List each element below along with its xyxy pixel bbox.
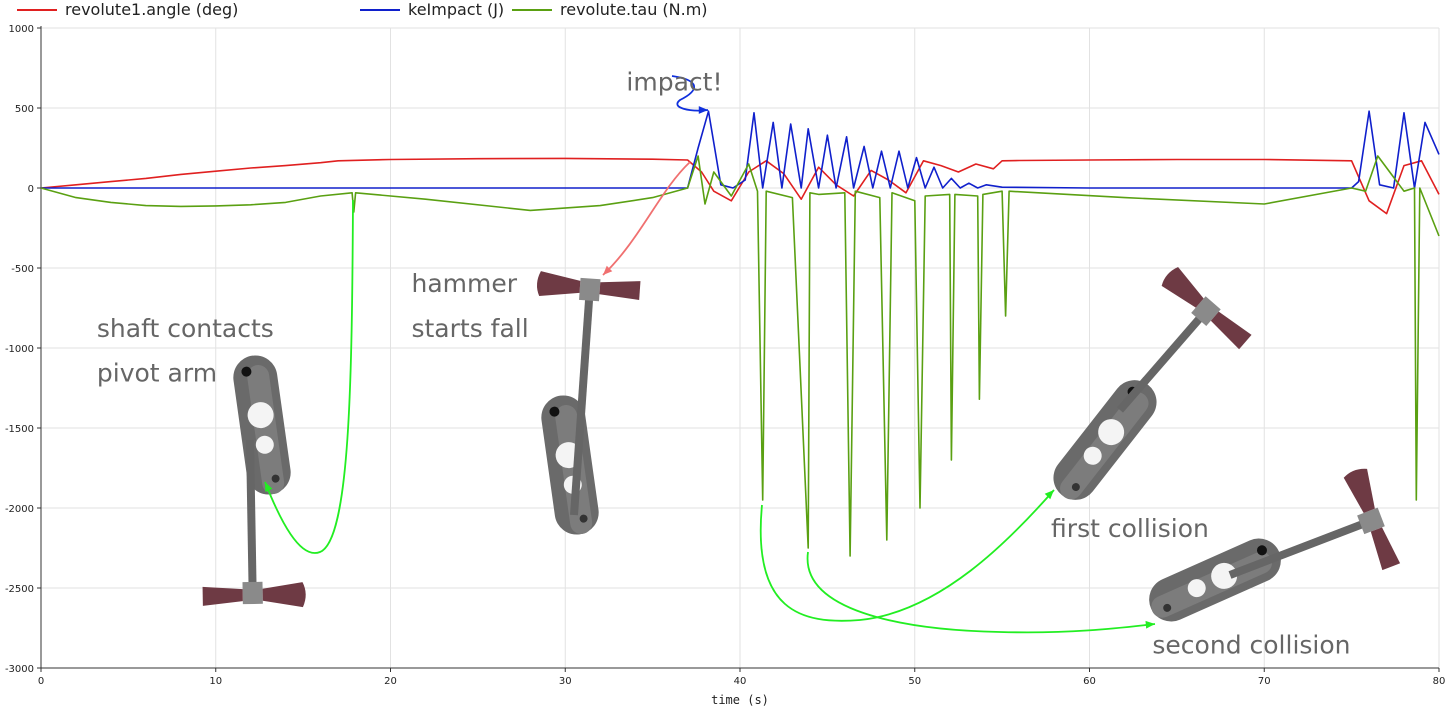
y-tick-label: -2000 xyxy=(5,504,34,515)
illustration-hammer-second xyxy=(1228,468,1401,579)
hammer-shaft-shape xyxy=(246,439,257,593)
pivot-hole-shape xyxy=(247,402,274,429)
series-line-0 xyxy=(40,157,1440,215)
arrow-first-collision-head xyxy=(1044,490,1054,500)
illustration-first-collision xyxy=(1053,380,1157,500)
illustrations xyxy=(202,267,1401,622)
hammer-collar-shape xyxy=(242,581,263,605)
hammer-shaft-shape xyxy=(570,290,594,516)
arrow-hammer-falls xyxy=(602,161,691,276)
illustration-hammer-up xyxy=(537,271,641,516)
arrow-impact-head xyxy=(698,106,708,114)
hammer-head-shape xyxy=(1161,267,1204,308)
illustration-hammer-starts xyxy=(541,395,599,535)
pin-shape xyxy=(549,406,560,417)
hammer-collar-shape xyxy=(1191,296,1221,326)
x-axis-label: time (s) xyxy=(711,693,769,707)
pivot-hole-shape xyxy=(255,435,274,454)
annotation-text-4: pivot arm xyxy=(97,359,217,388)
y-tick-label: 500 xyxy=(15,104,34,115)
annotation-text-2: starts fall xyxy=(411,314,528,343)
illustration-shaft-contacts xyxy=(233,355,291,495)
y-tick-label: -1000 xyxy=(5,344,34,355)
x-tick-label: 0 xyxy=(38,676,44,687)
legend-label-0: revolute1.angle (deg) xyxy=(65,0,238,19)
hammer-head-shape xyxy=(202,586,243,606)
illustration-hammer-first xyxy=(1116,267,1252,413)
illustration-second-collision xyxy=(1149,538,1281,622)
annotation-text-6: second collision xyxy=(1152,631,1350,660)
pivot-hole-shape xyxy=(1098,419,1125,446)
hammer-head-shape xyxy=(537,271,581,297)
hammer-head-shape xyxy=(1210,311,1252,350)
arrow-impact xyxy=(671,75,709,112)
arrow-second-collision xyxy=(806,551,1156,634)
annotation-text-0: impact! xyxy=(626,67,722,96)
pin-shape xyxy=(579,514,588,523)
hammer-head-shape xyxy=(262,582,306,608)
x-tick-label: 50 xyxy=(908,676,921,687)
x-tick-label: 80 xyxy=(1433,676,1446,687)
pin-shape xyxy=(241,366,252,377)
hammer-shaft-shape xyxy=(1228,517,1372,579)
pin-shape xyxy=(271,474,280,483)
illustration-hammer-down xyxy=(202,439,306,608)
pivot-hole-shape xyxy=(1187,579,1206,598)
y-tick-label: -3000 xyxy=(5,664,34,675)
pivot-arm-shape xyxy=(1060,392,1149,500)
axes xyxy=(37,26,1440,672)
hammer-collar-shape xyxy=(579,277,601,302)
pivot-arm-shape xyxy=(247,365,285,495)
annotation-arrows xyxy=(264,75,1156,634)
arrow-shaft-contacts-head xyxy=(265,482,273,492)
arrow-first-collision xyxy=(759,489,1055,622)
hammer-head-shape xyxy=(1343,468,1375,513)
x-tick-label: 40 xyxy=(734,676,747,687)
annotation-text-1: hammer xyxy=(411,269,517,298)
y-tick-label: -500 xyxy=(11,264,34,275)
arrow-shaft-contacts xyxy=(264,199,354,554)
series-line-2 xyxy=(40,155,1440,557)
x-tick-label: 30 xyxy=(559,676,572,687)
y-tick-label: -2500 xyxy=(5,584,34,595)
legend: revolute1.angle (deg) keImpact (J) revolut… xyxy=(17,0,708,19)
y-tick-label: -1500 xyxy=(5,424,34,435)
series-lines xyxy=(40,110,1440,557)
arrow-hammer-falls-head xyxy=(603,265,613,275)
tick-labels: 0 10 20 30 40 50 60 70 80 1000 500 0 -500 -1000 -1500 -… xyxy=(5,24,1445,687)
hammer-shaft-shape xyxy=(1116,309,1209,413)
pin-shape xyxy=(1071,483,1080,492)
annotation-text-3: shaft contacts xyxy=(97,314,274,343)
hammer-head-shape xyxy=(599,281,641,301)
annotations: impact! hammer starts fall shaft contacts pi… xyxy=(97,67,1351,659)
y-tick-label: 1000 xyxy=(9,24,34,35)
arrow-second-collision-head xyxy=(1145,620,1155,629)
x-tick-label: 10 xyxy=(209,676,222,687)
pivot-hole-shape xyxy=(1083,446,1102,465)
legend-label-2: revolute.tau (N.m) xyxy=(560,0,708,19)
pin-shape xyxy=(1256,545,1267,556)
pin-shape xyxy=(1163,603,1172,612)
annotation-text-5: first collision xyxy=(1051,514,1209,543)
legend-label-1: keImpact (J) xyxy=(408,0,504,19)
pivot-hole-shape xyxy=(1211,562,1238,589)
x-tick-label: 60 xyxy=(1083,676,1096,687)
y-tick-label: 0 xyxy=(28,184,34,195)
x-tick-label: 70 xyxy=(1258,676,1271,687)
hammer-head-shape xyxy=(1370,527,1401,571)
hammer-collar-shape xyxy=(1357,507,1385,535)
x-tick-label: 20 xyxy=(384,676,397,687)
